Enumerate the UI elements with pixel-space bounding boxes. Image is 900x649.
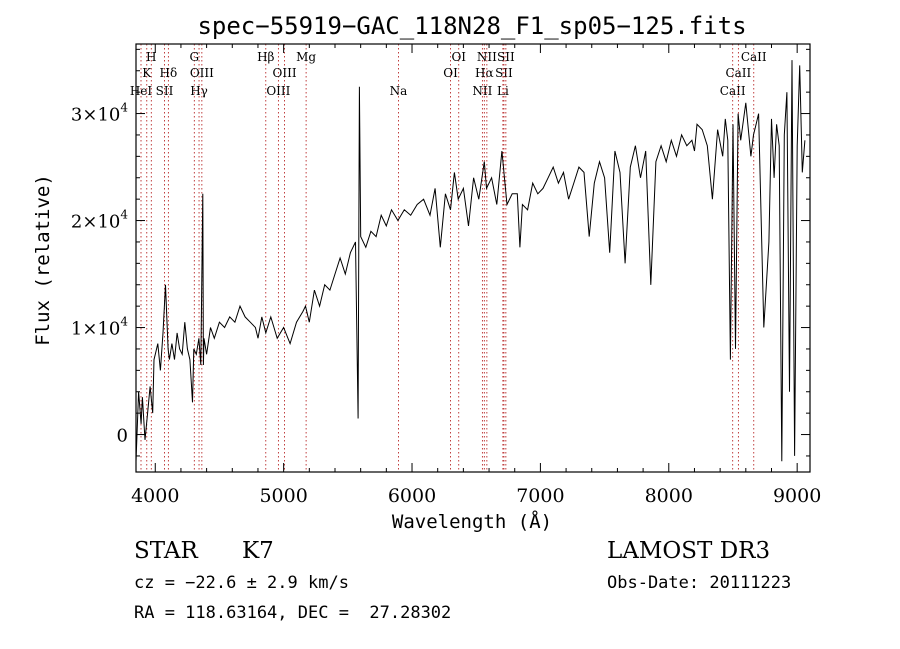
y-tick-label: 0	[117, 426, 128, 447]
line-marker-label: H	[146, 50, 156, 64]
y-axis-ticks: 0 1×104 2×104 3×104	[71, 48, 810, 457]
line-marker-label: Hδ	[160, 66, 178, 80]
x-axis-ticks: 4000 5000 6000 7000 8000 9000	[131, 44, 821, 507]
line-marker-label: Hα	[475, 66, 494, 80]
y-tick-label: 1×104	[71, 315, 128, 340]
spectrum-line	[135, 60, 806, 462]
spectral-line-markers: HeI KH SII Hδ G Hγ OIII Hβ OIII OIII Mg Na OI OI NII Hα…	[130, 44, 767, 472]
line-marker-label: Hβ	[257, 50, 274, 64]
line-marker-label: OIII	[266, 84, 290, 98]
line-marker-label: Mg	[296, 50, 316, 64]
line-marker-label: CaII	[720, 84, 746, 98]
x-axis-label: Wavelength (Å)	[392, 510, 552, 533]
line-marker-label: SII	[497, 50, 515, 64]
redshift-cz: cz = −22.6 ± 2.9 km/s	[134, 573, 349, 593]
line-marker-label: HeI	[130, 84, 153, 98]
y-tick-label: 2×104	[71, 208, 128, 233]
x-tick-label: 7000	[516, 485, 564, 507]
x-tick-label: 5000	[259, 485, 307, 507]
x-tick-label: 6000	[388, 485, 436, 507]
object-class: STAR	[134, 538, 198, 564]
x-tick-label: 4000	[131, 485, 179, 507]
object-subclass: K7	[242, 538, 274, 564]
line-marker-label: SII	[156, 84, 174, 98]
line-marker-label: OI	[443, 66, 458, 80]
line-marker-label: CaII	[741, 50, 767, 64]
line-marker-label: OIII	[190, 66, 214, 80]
line-marker-label: OIII	[273, 66, 297, 80]
line-marker-label: CaII	[725, 66, 751, 80]
line-marker-label: NII	[477, 50, 497, 64]
x-tick-label: 9000	[773, 485, 821, 507]
obs-date: Obs-Date: 20111223	[607, 573, 792, 593]
line-marker-label: Na	[390, 84, 408, 98]
x-tick-label: 8000	[645, 485, 693, 507]
line-marker-label: SII	[495, 66, 513, 80]
line-marker-label: Li	[497, 84, 509, 98]
line-marker-label: K	[142, 66, 152, 80]
chart-title: spec−55919−GAC_118N28_F1_sp05−125.fits	[197, 12, 746, 40]
plot-frame	[135, 43, 811, 473]
y-axis-label: Flux (relative)	[32, 174, 54, 346]
line-marker-label: G	[189, 50, 199, 64]
line-marker-label: NII	[472, 84, 492, 98]
coordinates: RA = 118.63164, DEC = 27.28302	[134, 603, 452, 623]
y-tick-label: 3×104	[71, 101, 128, 126]
line-marker-label: OI	[451, 50, 466, 64]
survey-name: LAMOST DR3	[607, 538, 771, 564]
line-marker-label: Hγ	[190, 84, 208, 98]
